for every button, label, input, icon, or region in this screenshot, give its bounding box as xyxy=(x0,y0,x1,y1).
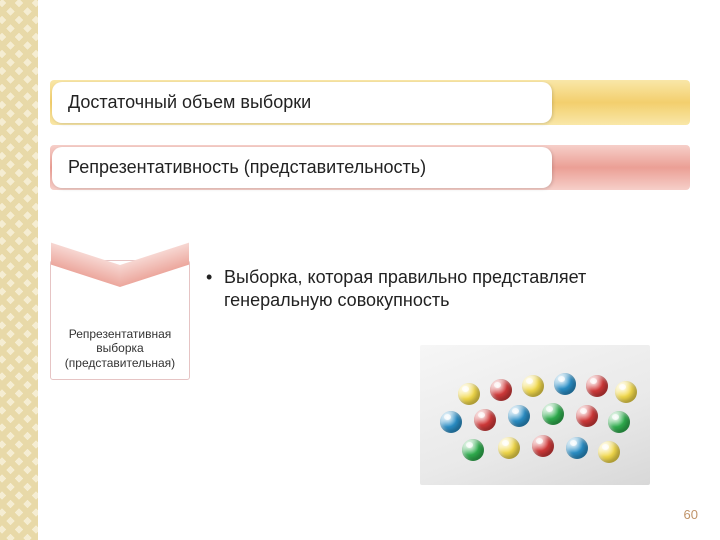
bullet-item: Выборка, которая правильно представляет … xyxy=(206,266,690,313)
marble-icon xyxy=(598,441,620,463)
marble-icon xyxy=(458,383,480,405)
marble-icon xyxy=(508,405,530,427)
header-bar-2: Репрезентативность (представительность) xyxy=(50,145,690,190)
marble-icon xyxy=(532,435,554,457)
marble-icon xyxy=(608,411,630,433)
marble-icon xyxy=(474,409,496,431)
label-box-text: Репрезентативная выборка (представительн… xyxy=(51,327,189,370)
marble-icon xyxy=(522,375,544,397)
marble-icon xyxy=(566,437,588,459)
marble-icon xyxy=(615,381,637,403)
decorative-photo xyxy=(420,345,650,485)
page-number: 60 xyxy=(684,507,698,522)
left-decorative-strip xyxy=(0,0,38,540)
marble-icon xyxy=(490,379,512,401)
marble-icon xyxy=(576,405,598,427)
marble-icon xyxy=(554,373,576,395)
header-bar-1-text: Достаточный объем выборки xyxy=(52,82,552,123)
label-box: Репрезентативная выборка (представительн… xyxy=(50,260,190,380)
marble-icon xyxy=(462,439,484,461)
header-bar-2-text: Репрезентативность (представительность) xyxy=(52,147,552,188)
chevron-down-icon xyxy=(51,265,189,301)
header-bar-1: Достаточный объем выборки xyxy=(50,80,690,125)
marble-icon xyxy=(440,411,462,433)
marble-icon xyxy=(498,437,520,459)
marble-icon xyxy=(542,403,564,425)
bullet-area: Выборка, которая правильно представляет … xyxy=(190,260,690,313)
marble-icon xyxy=(586,375,608,397)
